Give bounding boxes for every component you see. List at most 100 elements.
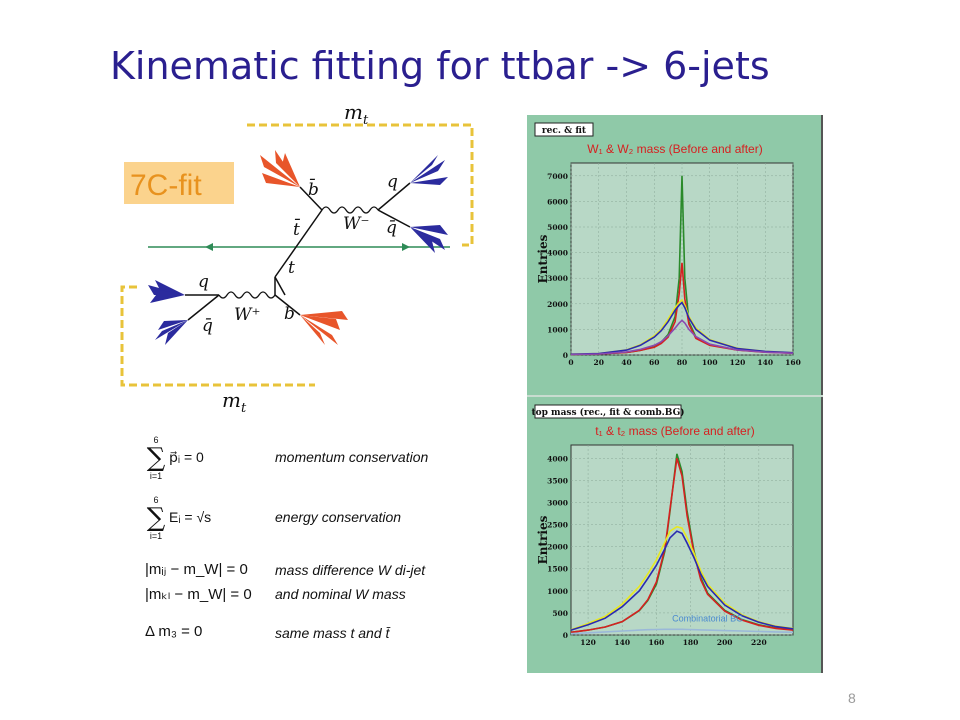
chart-x-tick: 160 (785, 358, 801, 367)
b-line (274, 294, 301, 316)
q-upper-label: q (387, 172, 398, 192)
chart-series-line-3 (570, 525, 794, 631)
equation-math: 6 ∑ i=1 Eᵢ = √s (145, 495, 270, 541)
chart-y-tick: 2000 (547, 300, 568, 309)
beam-arrow-left (205, 243, 213, 251)
chart-y-tick: 500 (552, 609, 568, 618)
equation-description: and nominal W mass (275, 586, 406, 602)
chart-x-tick: 220 (751, 638, 767, 647)
chart-y-tick: 3000 (547, 274, 568, 283)
chart-annotation: Combinatorial BG (672, 614, 743, 624)
equation-math: Δ m₃ = 0 (145, 623, 270, 663)
chart-x-tick: 100 (702, 358, 718, 367)
feynman-diagram: 7C-fit mt mt (120, 100, 474, 415)
chart-x-tick: 200 (717, 638, 733, 647)
chart-series-line-4 (570, 301, 794, 355)
chart-ylabel: Entries (536, 234, 550, 283)
chart-tag-box (534, 404, 682, 419)
chart-y-tick: 4000 (547, 454, 568, 463)
chart-y-tick: 5000 (547, 223, 568, 232)
bottom-mass-bracket (120, 285, 315, 387)
qbar-upper-jet-icon (410, 225, 448, 253)
tbar-line (274, 209, 323, 278)
chart-x-tick: 120 (580, 638, 596, 647)
equation-row: 6 ∑ i=1 p⃗ᵢ = 0 momentum conservation (145, 435, 505, 481)
chart-series-line-2 (570, 458, 794, 634)
w-minus-boson (321, 206, 379, 214)
bottom-mass-label: mt (222, 388, 247, 415)
q-upper-line (377, 182, 411, 211)
chart-title: t₁ & t₂ mass (Before and after) (595, 424, 754, 438)
w-minus-label: W⁻ (343, 214, 369, 234)
qbar-lower-jet-icon (155, 320, 188, 345)
equation-row: Δ m₃ = 0 same mass t and t̄ (145, 623, 505, 663)
chart-x-tick: 20 (594, 358, 604, 367)
page-number: 8 (848, 690, 856, 706)
chart-series-line-5 (570, 319, 794, 356)
top-mass-bracket (247, 123, 474, 247)
equation-expression: Eᵢ = √s (169, 509, 212, 525)
equation-expression: |mᵢⱼ − m_W| = 0 (145, 561, 248, 578)
chart-x-tick: 80 (677, 358, 687, 367)
chart-tag-box (534, 122, 594, 137)
chart-ylabel: Entries (536, 515, 550, 564)
equation-math: 6 ∑ i=1 p⃗ᵢ = 0 (145, 435, 270, 481)
chart-x-tick: 0 (568, 358, 573, 367)
chart-series-line-4 (570, 530, 794, 631)
equation-row: |mᵢⱼ − m_W| = 0 mass difference W di-jet… (145, 560, 505, 602)
constraint-equations: 6 ∑ i=1 p⃗ᵢ = 0 momentum conservation 6 … (145, 435, 505, 650)
b-label: b (284, 304, 295, 324)
chart-series-line-5 (570, 628, 794, 635)
chart-tag: rec. & fit (542, 126, 587, 136)
chart-y-tick: 2000 (547, 543, 568, 552)
t-line (274, 276, 286, 296)
w-plus-boson (218, 291, 276, 299)
chart-y-tick: 6000 (547, 197, 568, 206)
slide-title: Kinematic fitting for ttbar -> 6-jets (110, 44, 770, 88)
chart-y-tick: 1000 (547, 587, 568, 596)
equation-expression: Δ m₃ = 0 (145, 623, 203, 640)
equation-description: energy conservation (275, 509, 402, 525)
chart-y-tick: 0 (563, 631, 568, 640)
fit-label-box (124, 162, 234, 204)
chart-y-tick: 2500 (547, 521, 568, 530)
sigma-symbol: 6 ∑ i=1 (146, 495, 166, 541)
equation-expression: p⃗ᵢ = 0 (169, 449, 204, 465)
q-lower-jet-icon (148, 280, 185, 303)
top-mass-label: mt (344, 100, 369, 128)
equation-expression: |mₖₗ − m_W| = 0 (145, 586, 252, 603)
equation-description: momentum conservation (275, 449, 429, 465)
chart-y-tick: 1500 (547, 565, 568, 574)
chart-x-tick: 120 (730, 358, 746, 367)
q-lower-label: q (198, 272, 209, 292)
equation-row: 6 ∑ i=1 Eᵢ = √s energy conservation (145, 495, 505, 541)
beam-arrow-right (402, 243, 410, 251)
chart-x-tick: 40 (621, 358, 631, 367)
equation-math: |mₖₗ − m_W| = 0 (145, 585, 270, 625)
bbar-label: b̄ (308, 177, 319, 200)
chart-tag: top mass (rec., fit & comb.BG) (531, 407, 684, 418)
equation-math: |mᵢⱼ − m_W| = 0 (145, 560, 270, 600)
qbar-lower-line (187, 294, 220, 321)
w-plus-label: W⁺ (234, 305, 260, 325)
bbar-line (299, 186, 323, 211)
t-label: t (288, 258, 295, 278)
chart-x-tick: 60 (649, 358, 659, 367)
chart-x-tick: 140 (757, 358, 773, 367)
chart-y-tick: 1000 (547, 325, 568, 334)
equation-description: same mass t and t̄ (275, 625, 390, 641)
tbar-label: t̄ (293, 217, 300, 240)
chart-x-tick: 140 (614, 638, 630, 647)
equation-description: mass difference W di-jet (275, 562, 426, 578)
chart-y-tick: 7000 (547, 172, 568, 181)
fit-label: 7C-fit (130, 169, 202, 202)
chart-x-tick: 160 (649, 638, 665, 647)
chart-y-tick: 4000 (547, 249, 568, 258)
chart-y-tick: 3000 (547, 498, 568, 507)
chart-panel-2: top mass (rec., fit & comb.BG) t₁ & t₂ ma… (531, 404, 794, 647)
chart-title: W₁ & W₂ mass (Before and after) (587, 142, 762, 156)
q-upper-jet-icon (410, 155, 448, 185)
bbar-jet-icon (260, 150, 300, 187)
sigma-symbol: 6 ∑ i=1 (146, 435, 166, 481)
